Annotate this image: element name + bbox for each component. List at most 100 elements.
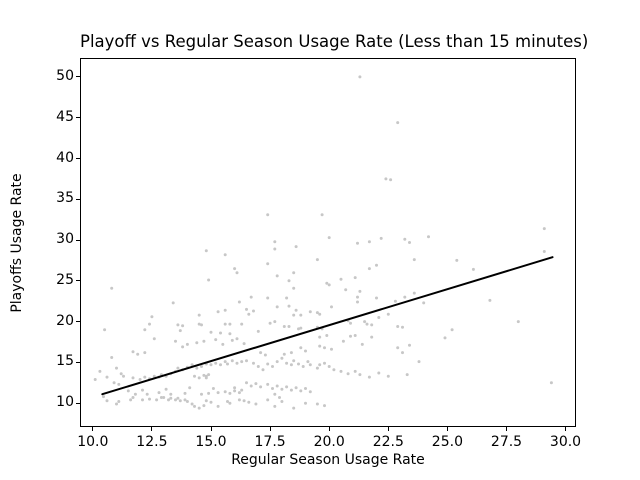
scatter-point: [377, 316, 381, 319]
scatter-point: [237, 398, 241, 402]
scatter-point: [325, 281, 329, 285]
scatter-point: [228, 332, 232, 336]
scatter-point: [360, 342, 364, 346]
scatter-point: [268, 321, 272, 325]
y-tick-label: 35: [56, 190, 74, 207]
scatter-point: [202, 404, 206, 408]
scatter-point: [131, 396, 135, 399]
scatter-point: [261, 368, 265, 372]
x-tick-label: 12.5: [136, 434, 168, 450]
scatter-point: [223, 308, 227, 312]
scatter-point: [119, 372, 123, 376]
scatter-point: [209, 363, 213, 367]
x-tick-mark: [269, 427, 271, 431]
scatter-point: [254, 382, 258, 386]
scatter-point: [294, 386, 298, 390]
scatter-point: [176, 396, 180, 400]
scatter-point: [396, 121, 400, 125]
x-tick-label: 10.0: [77, 434, 109, 450]
y-tick-mark: [76, 321, 80, 323]
scatter-point: [219, 331, 222, 335]
scatter-point: [188, 386, 192, 390]
scatter-point: [365, 322, 369, 326]
scatter-point: [386, 374, 390, 378]
scatter-point: [266, 296, 270, 300]
scatter-point: [136, 352, 140, 356]
y-tick-mark: [76, 280, 80, 282]
scatter-point: [195, 341, 199, 345]
scatter-point: [488, 298, 492, 302]
scatter-point: [181, 324, 185, 328]
scatter-point: [190, 402, 194, 406]
scatter-point: [471, 267, 475, 271]
scatter-point: [228, 401, 232, 405]
scatter-point: [148, 322, 151, 326]
scatter-point: [280, 400, 284, 403]
scatter-point: [308, 310, 312, 314]
scatter-point: [346, 372, 350, 376]
scatter-point: [318, 312, 322, 316]
scatter-point: [289, 363, 293, 367]
scatter-point: [349, 334, 352, 338]
scatter-point: [443, 336, 447, 340]
scatter-point: [176, 366, 180, 370]
scatter-point: [226, 362, 229, 366]
scatter-point: [126, 389, 130, 393]
scatter-point: [299, 389, 303, 393]
scatter-point: [285, 296, 289, 300]
scatter-point: [315, 402, 319, 406]
scatter-point: [327, 283, 331, 287]
scatter-point: [292, 286, 296, 290]
x-tick-mark: [446, 427, 448, 431]
y-tick-mark: [76, 117, 80, 119]
scatter-point: [240, 388, 244, 392]
scatter-point: [266, 362, 270, 366]
scatter-point: [320, 213, 324, 217]
scatter-point: [223, 360, 227, 364]
scatter-point: [323, 346, 326, 350]
scatter-point: [403, 237, 407, 241]
scatter-point: [230, 338, 234, 342]
scatter-point: [204, 376, 208, 380]
x-tick-mark: [387, 427, 389, 431]
scatter-point: [282, 352, 286, 356]
scatter-point: [318, 363, 322, 367]
scatter-point: [247, 312, 251, 316]
scatter-point: [353, 334, 357, 337]
scatter-point: [396, 346, 400, 350]
x-tick-mark: [565, 427, 566, 431]
scatter-point: [367, 375, 371, 379]
scatter-point: [273, 404, 277, 408]
scatter-point: [393, 299, 397, 303]
scatter-point: [249, 384, 253, 388]
scatter-point: [252, 309, 255, 313]
scatter-point: [176, 323, 180, 327]
scatter-point: [230, 359, 234, 363]
trend-line: [101, 256, 554, 396]
scatter-point: [282, 325, 286, 328]
scatter-point: [259, 385, 263, 389]
scatter-point: [157, 391, 161, 395]
scatter-point: [297, 362, 300, 366]
y-axis-label: Playoffs Usage Rate: [9, 173, 25, 313]
scatter-point: [377, 371, 381, 375]
x-axis-label: Regular Season Usage Rate: [231, 452, 425, 468]
scatter-point: [417, 360, 421, 364]
x-tick-mark: [210, 427, 212, 431]
scatter-point: [275, 384, 279, 388]
scatter-point: [408, 241, 411, 244]
y-tick-label: 10: [56, 394, 74, 411]
scatter-point: [214, 361, 218, 365]
x-tick-label: 17.5: [254, 434, 286, 450]
scatter-point: [271, 365, 274, 368]
scatter-point: [356, 295, 359, 299]
scatter-point: [141, 388, 144, 392]
y-tick-label: 30: [56, 231, 74, 248]
scatter-point: [204, 399, 208, 403]
scatter-point: [155, 398, 159, 402]
scatter-point: [105, 375, 109, 379]
scatter-point: [356, 241, 359, 245]
scatter-point: [370, 323, 374, 327]
scatter-point: [256, 329, 260, 333]
